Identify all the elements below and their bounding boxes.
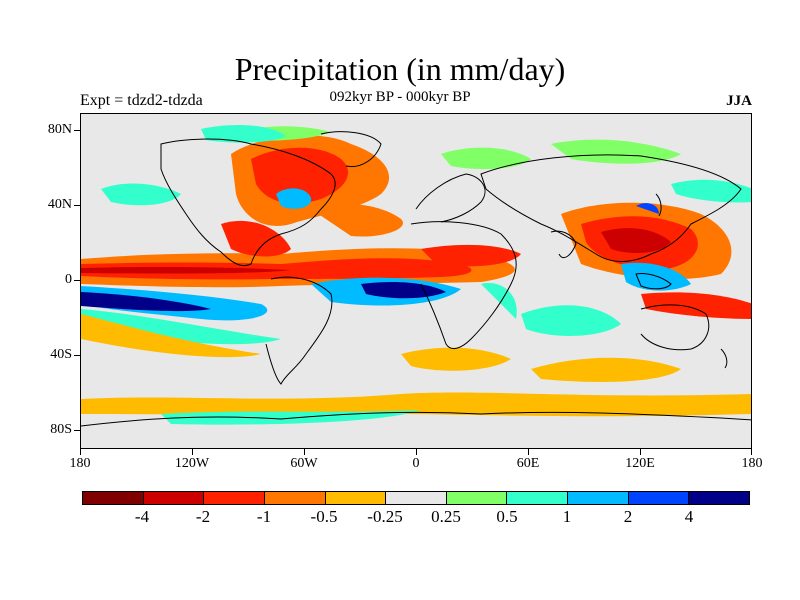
field-itcz-core [81,266,291,274]
colorbar-segment [264,492,326,504]
field-africa-wet [481,283,517,319]
field-n-america-strong [251,147,349,204]
colorbar-segment [83,492,144,504]
lon-tick [80,449,81,455]
field-n-pacific-green [101,183,181,206]
season-label: JJA [726,93,752,109]
colorbar-label: -1 [256,507,272,526]
lon-label-120w: 120W [174,456,210,471]
map-panel [80,113,752,449]
field-arctic-blue [276,188,312,209]
field-eq-pacific-strong [81,292,211,312]
lon-label-0: 0 [412,456,420,471]
lon-label-180w: 180 [69,456,91,471]
lat-label-40n: 40N [47,197,72,212]
field-asia-core [601,228,671,254]
lat-label-80n: 80N [47,122,72,137]
coast-new-zealand [720,348,728,369]
lon-tick [640,449,641,455]
lon-label-60e: 60E [516,456,540,471]
lat-tick [74,130,80,131]
precipitation-fields [81,124,751,425]
lon-label-120e: 120E [625,456,655,471]
coast-africa [410,221,517,350]
page-title: Precipitation (in mm/day) [234,51,566,87]
map-subtitle: 092kyr BP - 000kyr BP [329,89,471,105]
coast-greenland [320,131,382,168]
lat-tick [74,430,80,431]
field-indian-ocean-wet [521,305,621,336]
field-n-europe-wet [441,147,531,170]
colorbar-label: -0.25 [367,507,403,526]
colorbar-segment [386,492,447,504]
field-s-atlantic-dry [401,347,511,371]
colorbar-label: -2 [195,507,211,526]
lon-tick [416,449,417,455]
lon-tick [528,449,529,455]
colorbar-label: -0.5 [310,507,338,526]
colorbar [82,491,750,505]
field-eq-atlantic-core [361,281,446,299]
lon-label-180e: 180 [741,456,763,471]
lat-label-40s: 40S [50,347,72,362]
field-n-atlantic-drying [311,203,403,237]
colorbar-segment [628,492,690,504]
lat-tick [74,355,80,356]
field-sahel-dry [421,244,521,267]
coastlines [81,131,751,427]
coast-australia [640,304,710,351]
lon-label-60w: 60W [290,456,318,471]
precipitation-map [81,114,751,448]
colorbar-label: 0.5 [496,507,518,526]
lon-tick [304,449,305,455]
colorbar-label: 4 [684,507,694,526]
lat-tick [74,280,80,281]
colorbar-segment [325,492,387,504]
field-greenland-wet [201,124,286,143]
coast-se-asia-islands [635,273,672,290]
colorbar-label: 1 [562,507,572,526]
colorbar-segment [204,492,265,504]
field-itcz-strong [81,258,472,280]
lat-label-0: 0 [65,272,72,287]
field-japan-wet [636,203,659,214]
field-nw-pacific-wet [671,179,751,203]
lat-tick [74,205,80,206]
coast-antarctica [81,411,751,427]
coast-europe [415,173,486,223]
colorbar-label: 0.25 [431,507,461,526]
experiment-label: Expt = tdzd2-tdzda [80,92,203,109]
colorbar-segment [143,492,205,504]
field-s-pacific-dry [81,314,261,358]
colorbar-segment [689,492,750,504]
colorbar-label: -4 [134,507,150,526]
coast-north-america [160,138,336,267]
coast-south-america [265,276,333,385]
field-siberia-wet [551,139,681,164]
colorbar-segment [507,492,569,504]
colorbar-segment [446,492,508,504]
field-southern-ocean-dry [81,392,751,417]
field-w-pacific-dry [641,292,751,319]
colorbar-segment [568,492,629,504]
field-central-america-dry [221,220,291,257]
colorbar-label: 2 [623,507,633,526]
lat-label-80s: 80S [50,422,72,437]
field-s-indian-dry [531,357,681,382]
coast-asia [480,154,742,262]
lon-tick [192,449,193,455]
coast-japan [655,193,662,217]
field-w-pacific-wet [621,262,691,291]
lon-tick [751,449,752,455]
coast-india [550,230,577,259]
